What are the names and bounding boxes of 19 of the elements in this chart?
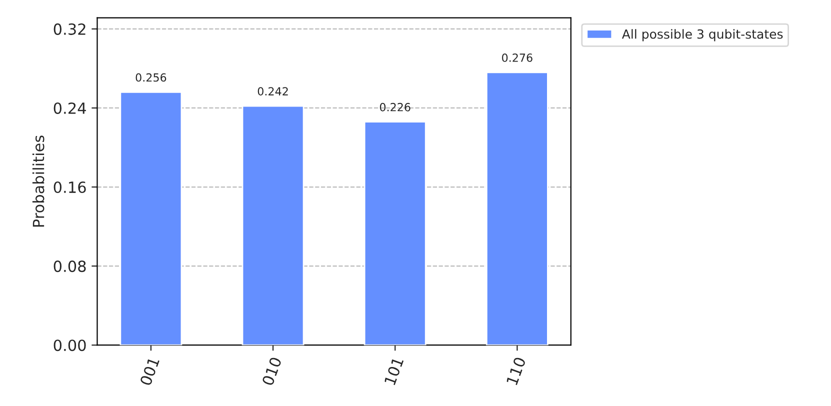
x-tick-label: 101 [384,356,404,386]
x-tick-label: 001 [140,356,160,386]
data-label: 0.242 [258,87,288,96]
data-label: 0.226 [380,102,410,112]
bar [364,121,426,346]
y-tick-label: 0.24 [54,102,86,114]
y-tick-label: 0.08 [54,260,86,272]
bar [242,105,304,346]
y-tick-label: 0.32 [54,23,86,35]
bar [120,91,182,346]
y-tick-label: 0.16 [54,181,86,194]
bar [486,72,548,346]
y-axis-title: Probabilities [32,136,44,227]
legend-label: All possible 3 qubit-states [622,29,783,42]
data-label: 0.276 [502,54,532,62]
x-tick-label: 110 [506,356,526,386]
x-tick-label: 010 [262,356,282,386]
data-label: 0.256 [136,73,166,82]
y-tick-label: 0.00 [54,340,86,352]
